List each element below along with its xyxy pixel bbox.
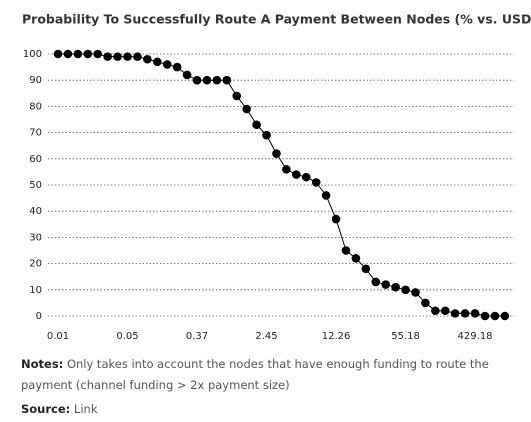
point	[123, 52, 132, 61]
y-tick-label: 70	[29, 128, 42, 139]
point	[192, 75, 202, 85]
point	[143, 54, 152, 64]
x-tick-label: 55.18	[391, 331, 420, 342]
y-tick-label: 90	[29, 75, 42, 86]
point	[232, 91, 242, 101]
point	[222, 75, 232, 85]
point	[292, 170, 301, 179]
point	[242, 104, 251, 114]
y-tick-label: 40	[29, 206, 42, 217]
y-tick-label: 20	[29, 259, 42, 270]
source: Source: Link	[21, 399, 491, 420]
point	[63, 49, 73, 59]
point	[460, 309, 470, 318]
point	[500, 311, 510, 321]
point	[341, 246, 351, 255]
x-tick-label: 0.37	[186, 331, 208, 342]
x-tick-label: 0.05	[116, 331, 138, 342]
x-tick-label: 0.01	[47, 331, 69, 342]
point	[172, 62, 182, 72]
point	[440, 306, 450, 316]
point	[490, 311, 500, 321]
y-tick-label: 100	[23, 49, 42, 60]
point	[311, 178, 321, 187]
y-tick-label: 10	[29, 285, 42, 296]
point	[411, 288, 420, 297]
notes: Notes: Only takes into account the nodes…	[21, 354, 491, 396]
point	[262, 130, 271, 140]
y-tick-label: 30	[29, 232, 42, 243]
point	[371, 277, 381, 287]
point	[133, 52, 142, 61]
point	[470, 309, 480, 318]
point	[212, 75, 222, 85]
point	[401, 285, 410, 295]
point	[73, 49, 83, 59]
y-tick-label: 50	[29, 180, 42, 191]
point	[252, 120, 261, 130]
point	[351, 254, 361, 263]
x-tick-label: 2.45	[255, 331, 277, 342]
notes-text: Only takes into account the nodes that h…	[21, 357, 489, 392]
point	[301, 172, 311, 182]
point	[93, 49, 103, 59]
point	[331, 214, 341, 224]
source-text: Link	[73, 402, 98, 416]
point	[431, 306, 440, 316]
point	[83, 49, 93, 59]
y-tick-label: 60	[29, 154, 42, 165]
x-tick-label: 429.18	[458, 331, 493, 342]
point	[53, 49, 63, 59]
point	[450, 309, 460, 318]
source-label: Source:	[21, 402, 71, 416]
y-tick-label: 80	[29, 101, 42, 112]
y-tick-label: 0	[36, 311, 42, 322]
point	[153, 57, 162, 67]
point	[421, 298, 430, 308]
point	[182, 70, 192, 80]
point	[480, 311, 490, 321]
x-tick-label: 12.26	[322, 331, 351, 342]
point	[103, 52, 112, 61]
point	[381, 280, 390, 289]
point	[391, 282, 400, 292]
line	[58, 53, 505, 317]
notes-label: Notes:	[21, 357, 64, 371]
chart-title: Probability To Successfully Route A Paym…	[22, 12, 531, 27]
point	[202, 75, 212, 85]
point	[282, 164, 291, 174]
point	[361, 264, 371, 274]
chart: Probability To Successfully Route A Paym…	[22, 12, 531, 343]
point	[113, 52, 122, 61]
point	[272, 149, 281, 158]
point	[162, 60, 172, 69]
point	[321, 191, 331, 200]
